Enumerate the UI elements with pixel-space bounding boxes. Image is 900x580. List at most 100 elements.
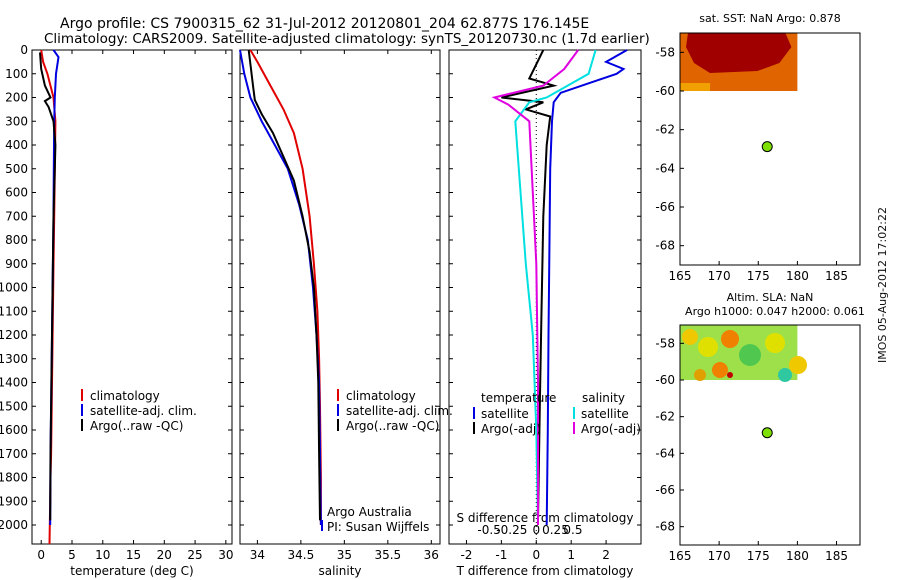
ytick-label: 0 xyxy=(20,43,28,57)
map-xtick-label: 165 xyxy=(669,549,692,563)
xtick-label: 30 xyxy=(218,548,233,562)
x-axis-label-S: S difference from climatology xyxy=(457,511,634,525)
series-line-salinity-satellite xyxy=(514,49,597,526)
ytick-label: 2000 xyxy=(0,518,28,532)
map-frame xyxy=(679,32,861,266)
sst-edge xyxy=(680,83,710,91)
header-line2: Climatology: CARS2009. Satellite-adjuste… xyxy=(44,31,650,47)
xtick-label: 36 xyxy=(424,548,439,562)
xtick-label: -1 xyxy=(495,548,507,562)
legend-label: satellite xyxy=(581,407,629,421)
xtick-label: 25 xyxy=(187,548,202,562)
map-title: sat. SST: NaN Argo: 0.878 xyxy=(699,12,840,25)
series-line-argo-raw-qc- xyxy=(247,49,321,521)
map-ytick-label: -68 xyxy=(655,520,675,534)
xtick-label: 34.5 xyxy=(288,548,315,562)
sla-anomaly xyxy=(694,369,706,381)
xtick-label-S: 0.5 xyxy=(563,523,582,537)
sla-anomaly xyxy=(682,329,698,345)
ytick-label: 800 xyxy=(5,233,28,247)
sst-warm-core xyxy=(686,33,792,73)
series-line-temperature-argo-adj- xyxy=(501,49,558,521)
legend-label: Argo(-adj) xyxy=(581,422,641,436)
ytick-label: 100 xyxy=(5,67,28,81)
ytick-label: 1600 xyxy=(0,423,28,437)
side-label: IMOS 05-Aug-2012 17:02:22 xyxy=(876,207,889,363)
ytick-label: 500 xyxy=(5,162,28,176)
x-axis-label: salinity xyxy=(318,564,361,578)
map-ytick-label: -60 xyxy=(655,84,675,98)
map-xtick-label: 180 xyxy=(786,269,809,283)
ytick-label: 1200 xyxy=(0,328,28,342)
annotation-pi: PI: Susan Wijffels xyxy=(327,520,429,534)
xtick-label: 0 xyxy=(532,548,540,562)
legend-title-salinity: salinity xyxy=(582,391,625,405)
sla-anomaly xyxy=(721,330,739,348)
ytick-label: 1000 xyxy=(0,281,28,295)
legend-label: climatology xyxy=(346,389,416,403)
ytick-label: 1400 xyxy=(0,376,28,390)
legend-label: Argo(..raw -QC) xyxy=(90,419,183,433)
xtick-label: -2 xyxy=(460,548,472,562)
map-xtick-label: 185 xyxy=(825,269,848,283)
map-ytick-label: -66 xyxy=(655,483,675,497)
panel-salinity: 34 34.5 35 35.5 36 salinity climatologysatelli… xyxy=(239,49,453,578)
map-ytick-label: -64 xyxy=(655,446,675,460)
legend-label: satellite xyxy=(481,407,529,421)
map-title: Altim. SLA: NaN xyxy=(727,291,814,304)
xtick-label: 5 xyxy=(68,548,76,562)
map-ytick-label: -60 xyxy=(655,373,675,387)
x-axis-label: T difference from climatology xyxy=(456,564,634,578)
sla-anomaly xyxy=(727,372,733,378)
x-axis-label: temperature (deg C) xyxy=(70,564,193,578)
map-xtick-label: 175 xyxy=(747,549,770,563)
map-frame xyxy=(679,324,861,546)
legend-label: Argo(..raw -QC) xyxy=(346,419,439,433)
ytick-label: 1300 xyxy=(0,352,28,366)
xtick-label: 0 xyxy=(37,548,45,562)
ytick-label: 400 xyxy=(5,138,28,152)
legend-label: satellite-adj. clim. xyxy=(346,404,453,418)
map-title-2: Argo h1000: 0.047 h2000: 0.061 xyxy=(685,305,865,318)
map-ytick-label: -58 xyxy=(655,336,675,350)
ytick-label: 200 xyxy=(5,91,28,105)
xtick-label: 35.5 xyxy=(374,548,401,562)
ytick-label: 1100 xyxy=(0,304,28,318)
xtick-label: 10 xyxy=(95,548,110,562)
header-line1: Argo profile: CS 7900315_62 31-Jul-2012 … xyxy=(60,16,590,32)
xtick-label: 34 xyxy=(250,548,265,562)
map-ytick-label: -58 xyxy=(655,45,675,59)
series-line-satellite-adj-clim- xyxy=(239,49,322,526)
argo-float-marker xyxy=(761,427,773,439)
ytick-label: 600 xyxy=(5,186,28,200)
map-sst: sat. SST: NaN Argo: 0.878 165 170 175 180 185… xyxy=(655,12,861,283)
panel-frame-salinity xyxy=(239,49,441,545)
sla-anomaly xyxy=(789,356,807,374)
map-ytick-label: -66 xyxy=(655,200,675,214)
argo-float-marker xyxy=(761,141,773,153)
ytick-label: 900 xyxy=(5,257,28,271)
ytick-label: 1900 xyxy=(0,494,28,508)
legend-label: climatology xyxy=(90,389,160,403)
map-xtick-label: 175 xyxy=(747,269,770,283)
xtick-label-S: -0.25 xyxy=(496,523,527,537)
xtick-label: 15 xyxy=(126,548,141,562)
panel-frame-temperature xyxy=(31,49,233,545)
legend-label: Argo(-adj) xyxy=(481,422,541,436)
sla-anomaly xyxy=(712,362,728,378)
panel-temperature: 0100200300400500600700800900100011001200… xyxy=(0,43,233,578)
ytick-label: 1700 xyxy=(0,447,28,461)
sla-anomaly xyxy=(778,368,792,382)
map-ytick-label: -68 xyxy=(655,239,675,253)
map-xtick-label: 170 xyxy=(708,549,731,563)
xtick-label-S: 0.25 xyxy=(542,523,569,537)
legend-title-temperature: temperature xyxy=(481,391,556,405)
series-line-salinity-argo-adj- xyxy=(491,49,580,525)
sla-anomaly xyxy=(739,344,761,366)
xtick-label: 1 xyxy=(567,548,575,562)
map-ytick-label: -62 xyxy=(655,410,675,424)
map-xtick-label: 170 xyxy=(708,269,731,283)
ytick-label: 1800 xyxy=(0,471,28,485)
